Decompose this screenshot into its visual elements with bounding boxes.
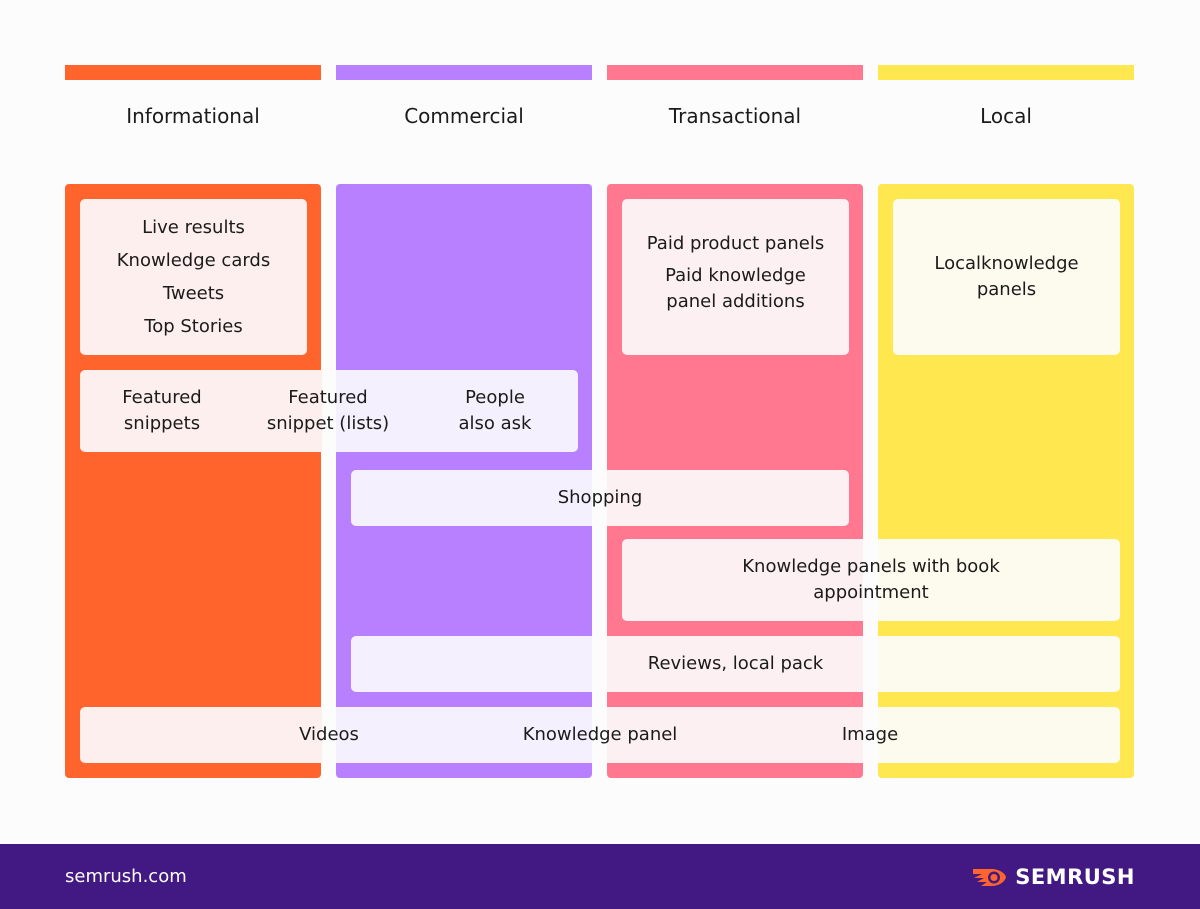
local-color-bar [878, 65, 1134, 80]
people-also-ask-label: People also ask [458, 387, 532, 434]
knowledge-panel-label: Knowledge panel [522, 724, 678, 745]
shopping-box: Shopping [351, 470, 849, 526]
commercial-heading: Commercial [404, 104, 524, 128]
informational-features-box: Live results Knowledge cards Tweets Top … [80, 199, 307, 355]
snippets-row-box: Featured snippets Featured snippet (list… [80, 370, 578, 452]
tweets-label: Tweets [162, 283, 225, 304]
knowledge-panels-book-label: Knowledge panels with book appointment [742, 556, 1000, 603]
commercial-color-bar [336, 65, 592, 80]
paid-knowledge-panel-additions-label: Paid knowledge panel additions [665, 265, 806, 312]
transactional-features-box: Paid product panels Paid knowledge panel… [622, 199, 849, 355]
transactional-heading: Transactional [668, 104, 802, 128]
reviews-local-pack-box: Reviews, local pack [351, 636, 1120, 692]
book-appointment-box: Knowledge panels with book appointment [622, 539, 1120, 621]
top-stories-label: Top Stories [144, 316, 243, 337]
live-results-label: Live results [142, 217, 245, 238]
local-heading: Local [980, 104, 1032, 128]
brand-name: SEMRUSH [1015, 864, 1135, 889]
videos-label: Videos [299, 724, 359, 745]
paid-product-panels-label: Paid product panels [646, 233, 825, 254]
reviews-local-pack-label: Reviews, local pack [647, 653, 824, 674]
semrush-logo: SEMRUSH [971, 844, 1135, 909]
semrush-fireball-icon [973, 868, 1007, 886]
featured-snippets-label: Featured snippets [122, 387, 202, 434]
informational-heading: Informational [126, 104, 260, 128]
shopping-label: Shopping [557, 487, 643, 508]
local-knowledge-panels-label: Localknowledge panels [934, 253, 1079, 300]
local-features-box: Localknowledge panels [893, 199, 1120, 355]
transactional-color-bar [607, 65, 863, 80]
knowledge-cards-label: Knowledge cards [116, 250, 271, 271]
image-label: Image [841, 724, 899, 745]
site-link[interactable]: semrush.com [65, 866, 187, 887]
featured-snippet-lists-label: Featured snippet (lists) [266, 387, 390, 434]
universal-features-box: Videos Knowledge panel Image [80, 707, 1120, 763]
informational-color-bar [65, 65, 321, 80]
footer-bar: semrush.com SEMRUSH [0, 844, 1200, 909]
